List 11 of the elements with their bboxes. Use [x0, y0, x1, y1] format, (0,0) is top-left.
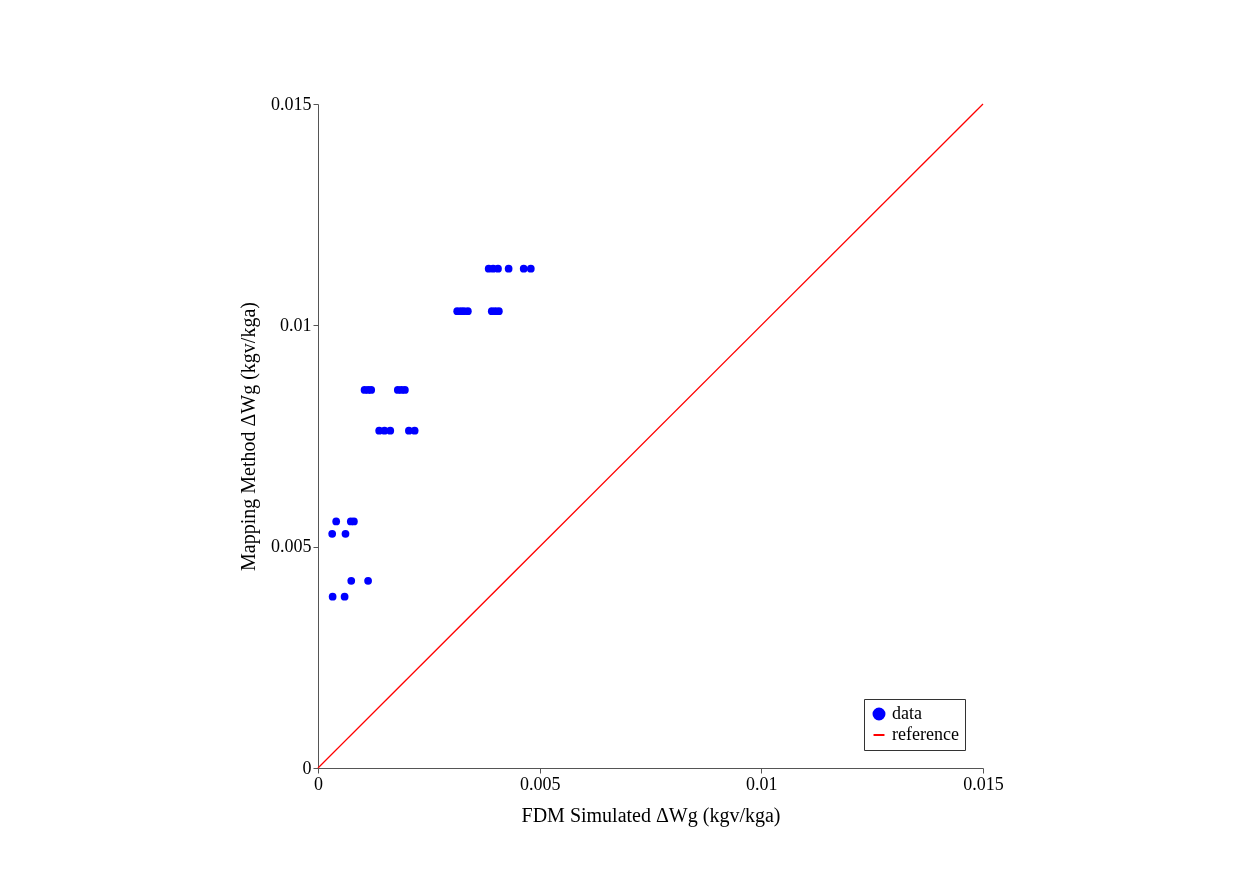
y-tick-label: 0.005 — [271, 536, 312, 557]
y-tick-label: 0.01 — [280, 314, 312, 335]
x-tick-label: 0.015 — [963, 773, 1004, 794]
y-tick-label: 0 — [302, 757, 312, 778]
y-tick-label: 0.015 — [271, 93, 312, 114]
x-tick-label: 0.01 — [746, 773, 778, 794]
legend-label: reference — [892, 724, 959, 744]
x-axis-title: FDM Simulated ΔWg (kgv/kga) — [521, 803, 781, 827]
legend-label: data — [892, 703, 922, 723]
y-axis-title: Mapping Method ΔWg (kgv/kga) — [237, 302, 260, 571]
x-tick-label: 0.005 — [519, 773, 561, 794]
